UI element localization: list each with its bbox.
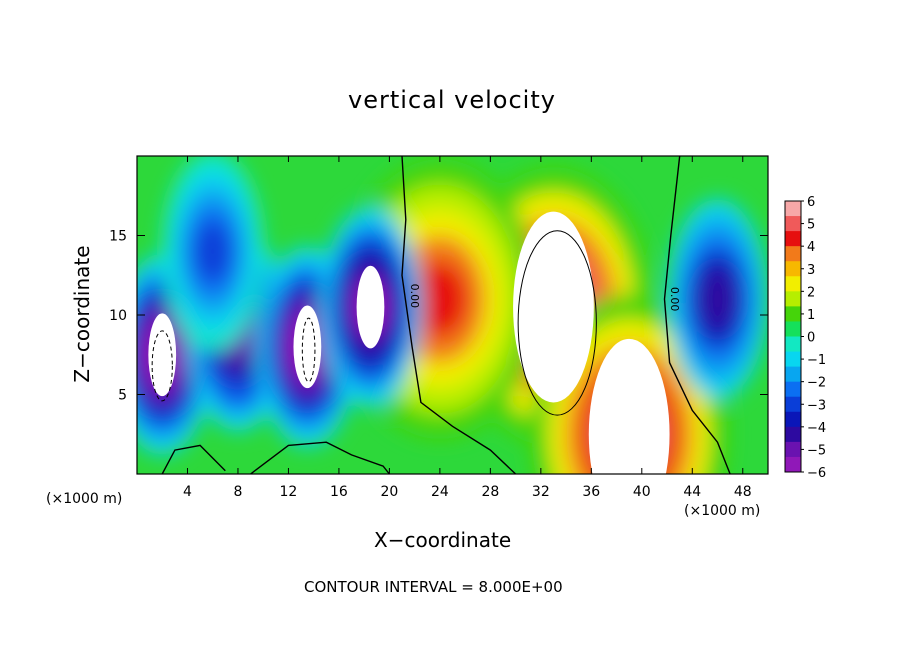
saturated-core-1	[588, 338, 670, 474]
colorbar-swatch	[785, 336, 801, 352]
colorbar-label: 6	[807, 195, 815, 210]
colorbar-label: −4	[807, 421, 826, 436]
colorbar-label: −3	[807, 398, 826, 413]
colorbar-swatch	[785, 201, 801, 217]
colorbar-swatch	[785, 426, 801, 443]
x-tick-label: 4	[183, 484, 192, 500]
updraft-contour	[517, 230, 597, 416]
zero-contour-2	[161, 444, 226, 474]
contour-label: 0.00	[668, 287, 681, 312]
contour-lines: 0.00 0.00	[151, 156, 731, 474]
velocity-field	[137, 156, 768, 474]
colorbar-swatch	[785, 321, 801, 337]
colorbar: 6 5 4 3 2 1 0 −1 −2 −3 −4 −5 −6	[784, 195, 826, 481]
colorbar-swatch	[785, 216, 801, 232]
downdraft-contour-0	[151, 330, 173, 402]
x-tick-label: 36	[582, 484, 600, 500]
y-tick-label: 15	[109, 229, 127, 245]
x-tick-label: 8	[233, 484, 242, 500]
y-tick-label: 5	[118, 388, 127, 404]
colorbar-label: 0	[807, 331, 815, 346]
field-feature-1	[412, 260, 468, 338]
field-feature-8	[194, 221, 231, 282]
x-tick-label: 44	[683, 484, 701, 500]
colorbar-label: −6	[807, 466, 826, 481]
x-tick-label: 12	[280, 484, 298, 500]
colorbar-swatch	[785, 231, 801, 247]
x-unit-note-right: (×1000 m)	[684, 503, 761, 519]
x-unit-note-left: (×1000 m)	[46, 491, 123, 507]
y-tick-label: 10	[109, 308, 127, 324]
x-axis-label: X−coordinate	[374, 528, 512, 552]
x-axis: 4 8 12 16 20 24 28 32 36 40 44 48	[183, 156, 752, 500]
saturated-core-2	[148, 313, 177, 397]
colorbar-label: 5	[807, 218, 815, 233]
zero-contour-0	[401, 156, 517, 474]
x-tick-label: 48	[734, 484, 752, 500]
x-tick-label: 24	[431, 484, 449, 500]
downdraft-contour-1	[301, 317, 316, 383]
zero-contour-3	[250, 441, 390, 474]
colorbar-label: 4	[807, 240, 815, 255]
colorbar-label: −5	[807, 443, 826, 458]
colorbar-swatch	[785, 276, 801, 292]
saturated-core-3	[293, 305, 322, 389]
field-feature-7	[699, 268, 736, 330]
colorbar-label: −2	[807, 376, 826, 391]
chart-title: vertical velocity	[348, 86, 556, 114]
colorbar-swatch	[785, 366, 801, 383]
colorbar-swatch	[785, 411, 801, 428]
x-tick-label: 28	[481, 484, 499, 500]
colorbar-swatch	[785, 291, 801, 307]
colorbar-swatch	[785, 306, 801, 322]
colorbar-swatch	[785, 381, 801, 398]
colorbar-label: 1	[807, 308, 815, 323]
contour-label: 0.00	[408, 284, 421, 309]
colorbar-label: −1	[807, 353, 826, 368]
contour-interval-note: CONTOUR INTERVAL = 8.000E+00	[304, 578, 563, 596]
colorbar-swatch	[785, 261, 801, 277]
colorbar-swatch	[785, 441, 801, 458]
saturated-core-4	[356, 265, 385, 349]
y-axis-label: Z−coordinate	[70, 245, 94, 383]
x-tick-label: 40	[633, 484, 651, 500]
colorbar-label: 3	[807, 263, 815, 278]
colorbar-label: 2	[807, 285, 815, 300]
y-axis: 5 10 15	[109, 229, 768, 404]
colorbar-swatch	[785, 351, 801, 368]
saturated-core-0	[513, 211, 594, 403]
colorbar-swatch	[785, 396, 801, 413]
zero-contour-1	[663, 156, 731, 474]
colorbar-swatch	[785, 456, 801, 473]
x-tick-label: 32	[532, 484, 550, 500]
x-tick-label: 16	[330, 484, 348, 500]
x-tick-label: 20	[380, 484, 398, 500]
colorbar-swatch	[785, 246, 801, 262]
